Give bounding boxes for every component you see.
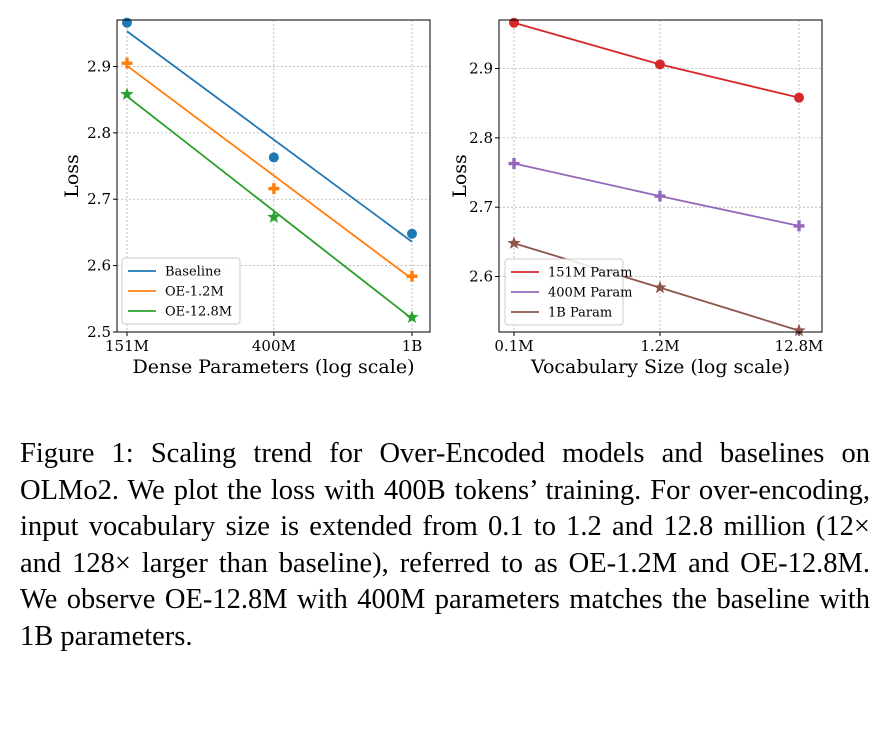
data-point [792,323,806,337]
y-tick-label: 2.8 [87,124,111,142]
series-oe-12-8m [120,87,419,324]
data-point [793,220,805,232]
y-axis-label: Loss [449,154,471,198]
y-tick-label: 2.7 [87,190,111,208]
x-tick-label: 1.2M [640,337,679,355]
legend-label: OE-1.2M [165,285,224,300]
data-point [267,210,281,223]
y-tick-label: 2.6 [469,268,493,286]
data-point [654,190,666,202]
series-line [513,21,800,99]
fit-line [126,30,413,243]
fit-line [126,95,413,320]
data-point [508,158,520,170]
y-tick-label: 2.8 [469,129,493,147]
data-point [407,228,417,239]
legend-label: Baseline [165,265,221,280]
data-point [268,183,280,195]
series-400m-param [508,158,805,232]
legend-label: 151M Param [548,266,632,281]
x-axis-label: Vocabulary Size (log scale) [530,356,790,378]
legend-label: OE-12.8M [165,305,232,320]
legend-box [504,258,624,326]
legend-box [121,257,241,325]
legend: Baseline OE-1.2M OE-12.8M [121,257,241,325]
figure: 151M 400M 1B 2.5 2.6 2.7 2.8 2.9 Dense Parameter… [61,17,824,378]
legend-label: 400M Param [548,286,632,301]
fit-line [126,65,413,280]
series-1b-param [507,236,806,337]
legend-label: 1B Param [548,306,612,321]
chart-panel-1: 151M 400M 1B 2.5 2.6 2.7 2.8 2.9 Dense Parameter… [61,17,431,378]
data-point [406,270,418,282]
x-tick-label: 12.8M [775,337,824,355]
x-tick-label: 151M [105,337,149,355]
data-point [268,152,279,163]
legend: 151M Param 400M Param 1B Param [504,258,632,326]
data-point [121,57,133,69]
y-tick-label: 2.5 [87,323,111,341]
series-151m-param [509,17,804,103]
data-point [653,280,667,294]
data-point [654,59,665,70]
data-point [509,17,519,28]
axes-frame [498,19,823,333]
data-point [120,87,134,101]
y-axis-label: Loss [61,154,83,198]
data-point [794,92,804,103]
data-point [507,236,521,249]
data-point [405,310,419,324]
y-tick-label: 2.7 [469,198,493,216]
x-tick-label: 1B [402,337,423,355]
figure-caption: Figure 1: Scaling trend for Over-Encoded… [20,438,870,652]
y-tick-label: 2.9 [469,60,493,78]
x-tick-label: 0.1M [494,337,533,355]
chart-panel-2: 0.1M 1.2M 12.8M 2.6 2.7 2.8 2.9 Vocabulary Size… [449,17,824,378]
x-axis-label: Dense Parameters (log scale) [132,356,414,378]
data-point [122,17,132,28]
y-tick-label: 2.6 [87,257,111,275]
y-tick-label: 2.9 [87,57,111,75]
x-tick-label: 400M [252,337,296,355]
series-oe-1-2m [121,57,418,282]
series-baseline [122,17,417,243]
